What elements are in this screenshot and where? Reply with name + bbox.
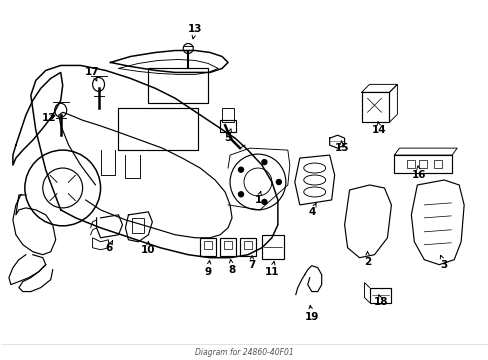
Text: 10: 10 <box>141 245 155 255</box>
Bar <box>407 160 414 168</box>
Bar <box>433 160 441 168</box>
Text: 18: 18 <box>373 297 388 306</box>
Bar <box>244 241 251 249</box>
Bar <box>394 155 451 173</box>
Bar <box>222 108 234 122</box>
Bar <box>220 238 236 256</box>
Text: 4: 4 <box>307 207 315 217</box>
Text: 6: 6 <box>105 243 112 253</box>
Bar <box>220 120 236 132</box>
Text: 11: 11 <box>264 267 279 276</box>
Bar <box>240 238 255 256</box>
Circle shape <box>238 167 243 172</box>
Text: 15: 15 <box>334 143 348 153</box>
Text: 13: 13 <box>187 24 202 33</box>
Bar <box>224 241 232 249</box>
Bar <box>148 68 208 103</box>
Bar <box>132 218 144 233</box>
Bar <box>419 160 427 168</box>
Text: 19: 19 <box>304 312 318 323</box>
Text: 9: 9 <box>204 267 211 276</box>
Circle shape <box>238 192 243 197</box>
Text: Diagram for 24860-40F01: Diagram for 24860-40F01 <box>195 348 293 357</box>
Text: 14: 14 <box>371 125 386 135</box>
Circle shape <box>262 199 266 204</box>
Text: 2: 2 <box>363 257 370 267</box>
Text: 8: 8 <box>228 265 235 275</box>
Text: 7: 7 <box>248 260 255 270</box>
Text: 12: 12 <box>41 113 56 123</box>
Bar <box>262 235 283 259</box>
Bar <box>118 108 198 150</box>
Text: 17: 17 <box>85 67 100 77</box>
Bar <box>203 241 212 249</box>
Text: 1: 1 <box>254 195 261 205</box>
Text: 5: 5 <box>224 133 231 143</box>
Bar <box>361 92 388 122</box>
Text: 3: 3 <box>440 260 447 270</box>
Text: 16: 16 <box>411 170 426 180</box>
Bar <box>369 288 390 302</box>
Circle shape <box>276 180 281 184</box>
Bar <box>200 238 216 256</box>
Circle shape <box>262 159 266 165</box>
